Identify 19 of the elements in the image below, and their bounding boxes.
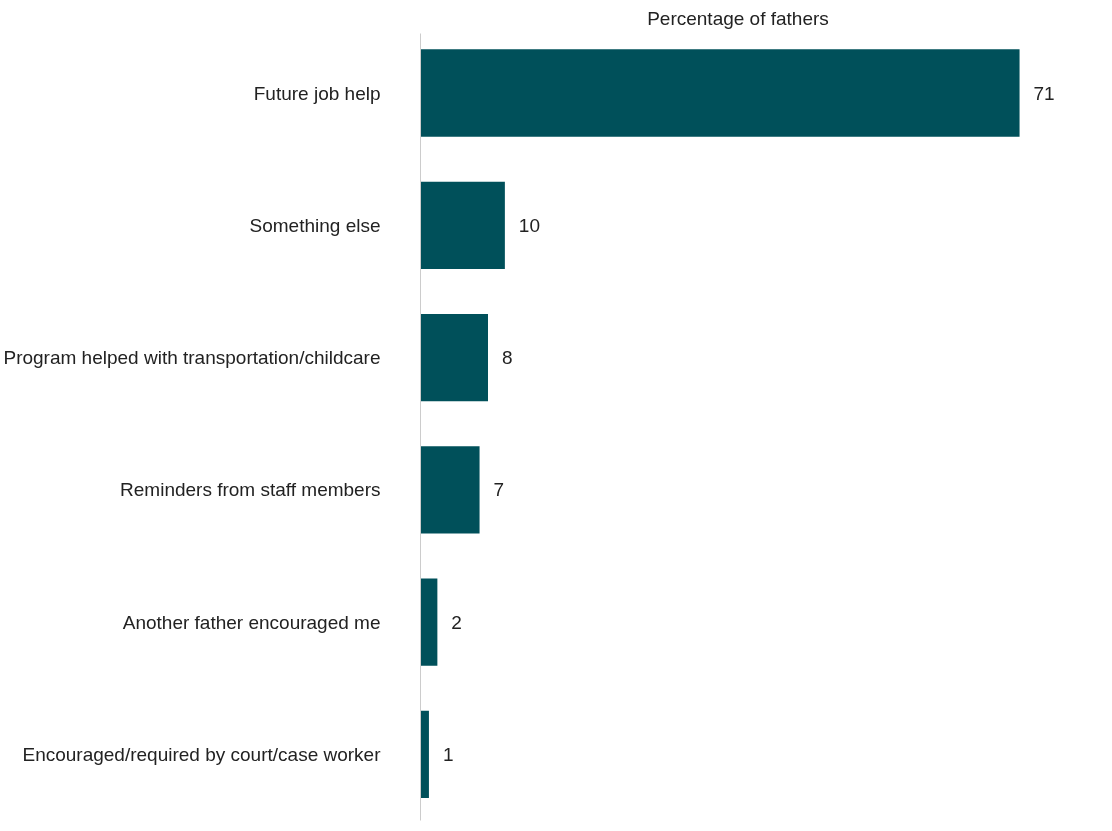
bar [420,578,438,666]
y-tick-label: Program helped with transportation/childcare [3,347,381,369]
data-label: 1 [442,743,454,765]
data-label: 8 [502,347,513,369]
bar [420,181,505,269]
data-label: 71 [1033,82,1055,104]
data-label: 7 [493,479,505,501]
y-tick-label: Future job help [253,82,381,104]
y-tick-label: Encouraged/required by court/case worker [22,743,382,765]
x-axis-title: Percentage of fathers [647,7,829,29]
y-tick-label: Another father encouraged me [122,611,381,633]
bar [420,49,1020,137]
y-tick-label: Reminders from staff members [120,479,381,501]
data-label: 10 [518,214,541,236]
y-tick-label: Something else [249,214,381,236]
bar [420,446,480,534]
data-label: 2 [451,611,462,633]
bar [420,313,488,402]
bar [420,710,429,799]
